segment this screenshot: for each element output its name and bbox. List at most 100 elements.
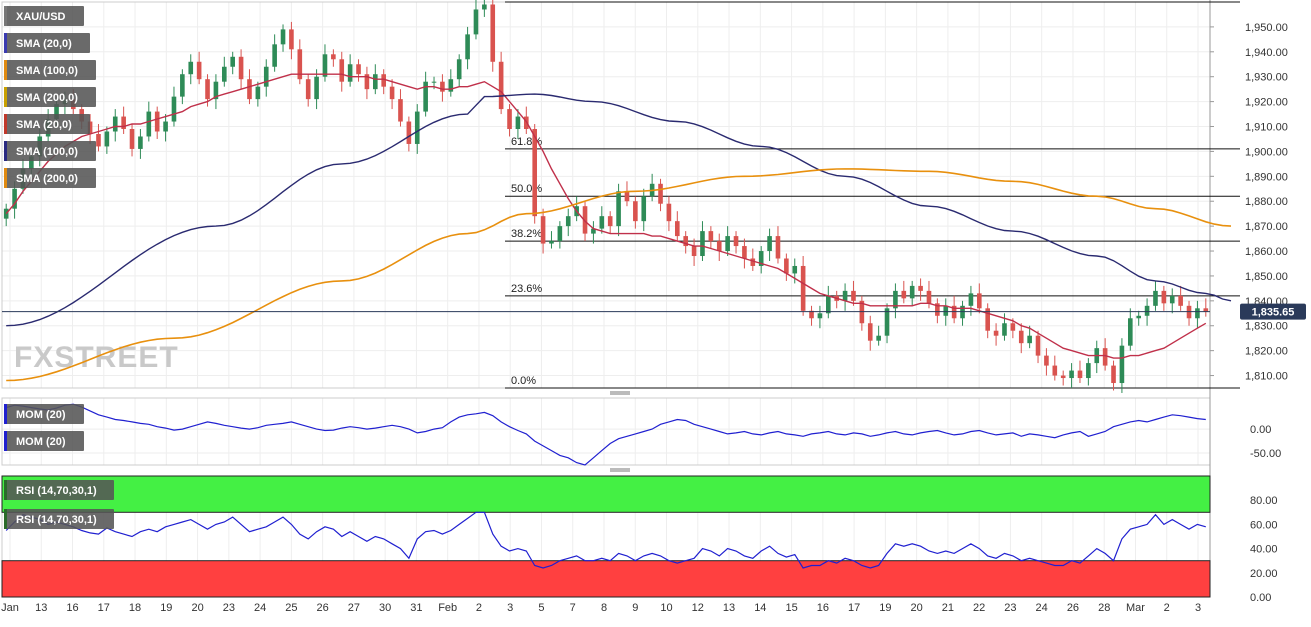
legend-rsi-item[interactable]: RSI (14,70,30,1) — [4, 509, 114, 529]
x-tick-label: 5 — [538, 602, 544, 614]
candle-body — [540, 216, 546, 244]
x-tick-label: 23 — [1004, 602, 1016, 614]
candle-body — [289, 29, 294, 50]
x-tick-label: 3 — [1195, 602, 1201, 614]
y-tick-label: 1,920.00 — [1245, 97, 1288, 109]
candle-body — [909, 285, 915, 299]
legend-badge-bg — [4, 404, 84, 424]
legend-color-marker — [4, 404, 7, 424]
legend-color-marker — [4, 431, 7, 451]
candle-body — [507, 109, 512, 130]
sma-200-line — [6, 168, 1232, 382]
x-tick-label: 26 — [1067, 602, 1079, 614]
legend-main-item[interactable]: SMA (20,0) — [4, 114, 90, 134]
fib-label: 0.0% — [511, 375, 536, 387]
rsi-y-tick-label: 0.00 — [1250, 592, 1271, 604]
legend-main-item[interactable]: SMA (200,0) — [4, 87, 96, 107]
y-tick-label: 1,940.00 — [1245, 47, 1288, 59]
x-tick-label: 26 — [317, 602, 329, 614]
legend-label: SMA (100,0) — [16, 65, 78, 77]
legend-label: MOM (20) — [16, 436, 66, 448]
x-tick-label: 16 — [817, 602, 829, 614]
candle-body — [901, 290, 907, 299]
candle-body — [691, 246, 697, 257]
y-tick-label: 1,880.00 — [1245, 196, 1288, 208]
x-tick-label: 2 — [1164, 602, 1170, 614]
candle-body — [238, 56, 244, 80]
legend-main-item[interactable]: XAU/USD — [4, 6, 84, 26]
rsi-y-tick-label: 60.00 — [1250, 519, 1278, 531]
candle-body — [448, 79, 454, 92]
candle-body — [339, 59, 345, 82]
candle-body — [1069, 370, 1074, 379]
candle-body — [154, 111, 160, 132]
x-tick-label: 20 — [911, 602, 923, 614]
candle-body — [993, 330, 999, 336]
x-tick-label: 24 — [1036, 602, 1048, 614]
candle-body — [431, 81, 437, 83]
rsi-y-tick-label: 40.00 — [1250, 544, 1278, 556]
candle-body — [490, 4, 496, 62]
legend-color-marker — [4, 168, 7, 188]
candle-body — [381, 74, 387, 87]
rsi-overbought-zone — [1, 475, 1211, 513]
candle-body — [96, 133, 101, 147]
y-tick-label: 1,930.00 — [1245, 72, 1288, 84]
candle-body — [867, 323, 873, 341]
legend-main-item[interactable]: SMA (100,0) — [4, 60, 96, 80]
legend-badge-bg — [4, 6, 84, 26]
x-tick-label: 9 — [632, 602, 638, 614]
rsi-oversold-zone — [1, 560, 1211, 598]
legend-main-item[interactable]: SMA (200,0) — [4, 168, 96, 188]
x-tick-label: 21 — [942, 602, 954, 614]
candle-body — [943, 305, 949, 316]
legend-main-item[interactable]: SMA (20,0) — [4, 33, 90, 53]
candle-body — [1119, 345, 1125, 384]
candle-body — [716, 241, 722, 252]
legend-label: SMA (200,0) — [16, 92, 78, 104]
legend-mom-item[interactable]: MOM (20) — [4, 431, 84, 451]
y-tick-label: 1,870.00 — [1245, 221, 1288, 233]
candle-body — [876, 335, 881, 341]
candle-body — [498, 61, 504, 110]
candle-body — [725, 236, 730, 252]
candle-body — [1027, 335, 1032, 344]
candle-body — [1010, 323, 1016, 331]
rsi-y-tick-label: 80.00 — [1250, 495, 1278, 507]
fib-label: 23.6% — [511, 283, 542, 295]
candle-body — [163, 121, 168, 132]
candle-body — [624, 191, 630, 202]
candle-body — [591, 228, 596, 234]
candle-body — [817, 313, 823, 319]
candle-body — [918, 285, 923, 291]
legend-mom-item[interactable]: MOM (20) — [4, 404, 84, 424]
candle-body — [54, 104, 59, 120]
candle-body — [473, 9, 479, 35]
candle-body — [926, 290, 932, 304]
candle-body — [423, 81, 428, 112]
x-tick-label: 3 — [507, 602, 513, 614]
legend-badge-bg — [4, 509, 114, 529]
x-tick-label: 22 — [973, 602, 985, 614]
legend-color-marker — [4, 6, 7, 26]
y-tick-label: 1,900.00 — [1245, 146, 1288, 158]
legend-rsi-item[interactable]: RSI (14,70,30,1) — [4, 480, 114, 500]
x-tick-label: 12 — [692, 602, 704, 614]
candle-body — [674, 221, 680, 237]
mom-y-tick-label: -50.00 — [1250, 448, 1281, 460]
sma-20-line — [5, 73, 1207, 359]
momentum-line — [6, 403, 1206, 466]
candle-body — [616, 191, 621, 227]
legend-main-item[interactable]: SMA (100,0) — [4, 141, 96, 161]
candle-body — [549, 241, 554, 244]
candle-body — [1144, 305, 1150, 316]
candle-body — [364, 74, 370, 90]
legend-label: RSI (14,70,30,1) — [16, 485, 97, 497]
candle-body — [968, 293, 974, 306]
y-tick-label: 1,950.00 — [1245, 22, 1288, 34]
candle-body — [1077, 370, 1083, 379]
candle-body — [465, 34, 470, 60]
candle-body — [314, 76, 319, 100]
candle-body — [582, 206, 588, 234]
